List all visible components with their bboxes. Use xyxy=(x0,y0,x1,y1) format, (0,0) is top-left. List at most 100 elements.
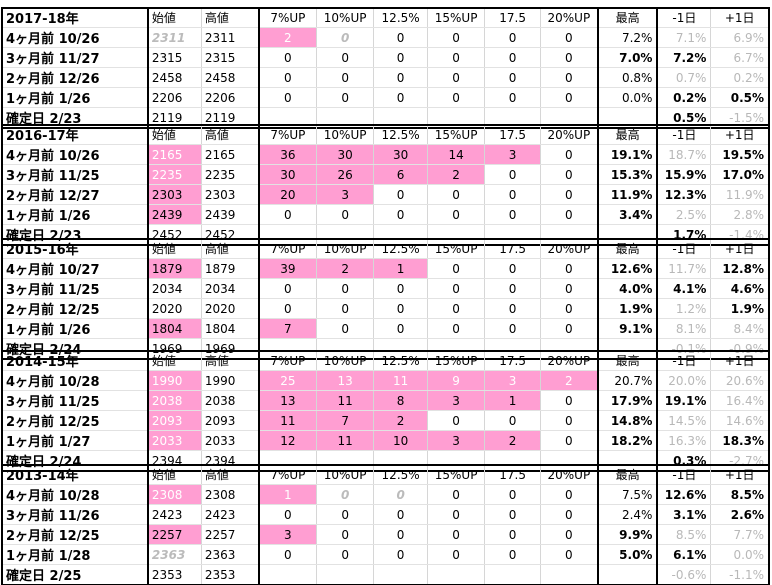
table-cell: 8 xyxy=(373,390,428,411)
table-cell: 3 xyxy=(316,184,375,205)
table-cell: 11.7% xyxy=(657,258,712,279)
column-header: -1日 xyxy=(657,465,712,485)
table-cell: 2 xyxy=(484,430,541,451)
table-cell: 0.8% xyxy=(597,67,659,88)
table-cell: 1 xyxy=(258,484,317,505)
column-header: 高値 xyxy=(201,8,260,28)
table-cell: 0 xyxy=(373,47,428,68)
table-cell: 2458 xyxy=(201,67,260,88)
column-header: 7%UP xyxy=(258,125,317,145)
table-cell: 2423 xyxy=(201,504,260,525)
table-cell: 2034 xyxy=(147,278,202,299)
row-label: 2ヶ月前 12/25 xyxy=(2,524,149,545)
table-row: 確定日 2/25 2353 2353 -0.6% -1.1% xyxy=(2,564,769,585)
row-label: 3ヶ月前 11/27 xyxy=(2,47,149,68)
table-cell: 0 xyxy=(427,504,486,525)
table-cell: 8.4% xyxy=(710,318,769,339)
row-label: 2ヶ月前 12/25 xyxy=(2,298,149,319)
table-cell: 0 xyxy=(540,204,599,225)
table-cell xyxy=(373,564,428,585)
table-cell: 0 xyxy=(540,278,599,299)
table-cell: 0 xyxy=(484,204,541,225)
column-header: 10%UP xyxy=(316,239,375,259)
table-cell: 0 xyxy=(373,544,428,565)
table-cell: 2439 xyxy=(201,204,260,225)
column-header: 高値 xyxy=(201,125,260,145)
table-cell: 0 xyxy=(373,298,428,319)
table-cell: 0 xyxy=(540,484,599,505)
column-header: 12.5% xyxy=(373,8,428,28)
table-cell: 7.5% xyxy=(597,484,659,505)
table-cell: 2363 xyxy=(201,544,260,565)
table-cell: 1.9% xyxy=(710,298,769,319)
table-cell: 6.1% xyxy=(657,544,712,565)
table-row: 4ヶ月前 10/28 1990 1990 25 13 11 9 3 2 20.7% 20.0% 20.… xyxy=(2,370,769,391)
column-header: 20%UP xyxy=(540,351,599,371)
table-cell: -1.1% xyxy=(710,564,769,585)
table-cell xyxy=(484,564,541,585)
table-cell: 11.9% xyxy=(597,184,659,205)
table-cell: 0.2% xyxy=(657,87,712,108)
column-header: 20%UP xyxy=(540,8,599,28)
table-cell: 19.5% xyxy=(710,144,769,165)
column-header: +1日 xyxy=(710,239,769,259)
block-title: 2014-15年 xyxy=(2,351,149,371)
table-cell: 0 xyxy=(540,184,599,205)
column-header: 15%UP xyxy=(427,465,486,485)
column-header: 始値 xyxy=(147,351,202,371)
table-cell: 2315 xyxy=(147,47,202,68)
table-cell: 2.8% xyxy=(710,204,769,225)
table-cell xyxy=(316,564,375,585)
table-cell: 2.6% xyxy=(710,504,769,525)
table-cell: 2458 xyxy=(147,67,202,88)
table-cell: 0 xyxy=(373,67,428,88)
table-cell: 9.1% xyxy=(597,318,659,339)
table-cell: 0 xyxy=(427,27,486,48)
table-cell: 2308 xyxy=(201,484,260,505)
table-cell: 0 xyxy=(484,318,541,339)
table-cell: 17.9% xyxy=(597,390,659,411)
table-cell: 0 xyxy=(258,204,317,225)
table-cell: 1.2% xyxy=(657,298,712,319)
row-label: 2ヶ月前 12/26 xyxy=(2,67,149,88)
row-label: 3ヶ月前 11/25 xyxy=(2,278,149,299)
table-cell: 0 xyxy=(540,258,599,279)
table-cell: 0 xyxy=(258,87,317,108)
table-cell: 0 xyxy=(484,27,541,48)
table-row: 1ヶ月前 1/26 2206 2206 0 0 0 0 0 0 0.0% 0.2% 0.5% xyxy=(2,87,769,108)
table-cell: 12.6% xyxy=(597,258,659,279)
table-cell: 1879 xyxy=(201,258,260,279)
table-cell: 15.9% xyxy=(657,164,712,185)
table-cell: 0 xyxy=(427,410,486,431)
table-cell: 2353 xyxy=(147,564,202,585)
table-cell: 11 xyxy=(316,430,375,451)
year-block: 2015-16年 始値 高値 7%UP 10%UP 12.5% 15%UP 17.5 20%UP… xyxy=(1,238,770,360)
column-header: 15%UP xyxy=(427,351,486,371)
table-cell: 0 xyxy=(316,544,375,565)
row-label: 確定日 2/25 xyxy=(2,564,149,585)
table-cell: 9 xyxy=(427,370,486,391)
column-header: 20%UP xyxy=(540,239,599,259)
row-label: 3ヶ月前 11/26 xyxy=(2,504,149,525)
table-cell: 0 xyxy=(427,258,486,279)
row-label: 2ヶ月前 12/27 xyxy=(2,184,149,205)
table-cell: 13 xyxy=(316,370,375,391)
column-header: 15%UP xyxy=(427,239,486,259)
table-cell: 0 xyxy=(258,298,317,319)
block-title: 2013-14年 xyxy=(2,465,149,485)
column-header: 始値 xyxy=(147,465,202,485)
table-cell: 0 xyxy=(484,524,541,545)
column-header: 高値 xyxy=(201,465,260,485)
column-header: -1日 xyxy=(657,239,712,259)
table-cell: 0 xyxy=(484,184,541,205)
table-cell: 0 xyxy=(484,278,541,299)
table-cell: 11 xyxy=(316,390,375,411)
table-cell: 0 xyxy=(316,47,375,68)
table-cell: 1990 xyxy=(147,370,202,391)
table-cell: 12.3% xyxy=(657,184,712,205)
table-cell: 5.0% xyxy=(597,544,659,565)
table-cell: 2353 xyxy=(201,564,260,585)
table-row: 2ヶ月前 12/25 2093 2093 11 7 2 0 0 0 14.8% 14.5% 14.6% xyxy=(2,410,769,431)
table-row: 3ヶ月前 11/26 2423 2423 0 0 0 0 0 0 2.4% 3.1% 2.6% xyxy=(2,504,769,525)
table-cell: 7 xyxy=(258,318,317,339)
